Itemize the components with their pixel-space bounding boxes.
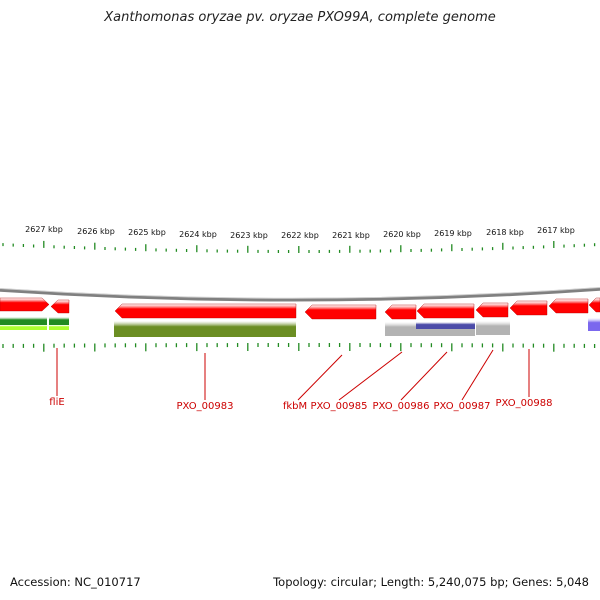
feature-track <box>0 297 600 337</box>
cds-arrow <box>50 299 70 314</box>
label-leader <box>297 354 343 401</box>
cds-arrow <box>509 300 548 316</box>
cds-arrow <box>114 303 297 319</box>
gene-bar <box>114 321 296 337</box>
gene-labels: fliE PXO_00983 fkbM PXO_00985 PXO_00986 PXO_0… <box>49 348 552 412</box>
map-title: Xanthomonas oryzae pv. oryzae PXO99A, co… <box>104 10 496 25</box>
gene-label: PXO_00988 <box>496 398 553 409</box>
accession-text: Accession: NC_010717 <box>10 575 141 589</box>
kbp-label: 2627 kbp <box>25 225 63 234</box>
kbp-label: 2624 kbp <box>179 230 217 239</box>
gene-bar <box>476 321 510 335</box>
kbp-label: 2626 kbp <box>77 227 115 236</box>
kbp-label: 2622 kbp <box>281 231 319 240</box>
label-leader <box>400 351 448 401</box>
kbp-label: 2619 kbp <box>434 229 472 238</box>
genome-backbone <box>0 287 600 302</box>
gene-bar <box>0 317 47 325</box>
cds-arrow <box>304 304 377 320</box>
kbp-label: 2625 kbp <box>128 228 166 237</box>
backbone-arc <box>0 287 600 302</box>
cds-arrow <box>548 298 589 314</box>
backbone-highlight <box>0 287 600 299</box>
gene-bar <box>49 317 69 325</box>
gene-label: PXO_00985 <box>311 401 368 412</box>
gene-label: PXO_00987 <box>434 401 491 412</box>
kbp-label: 2618 kbp <box>486 228 524 237</box>
label-leader <box>461 349 494 401</box>
cds-arrow <box>475 302 509 318</box>
gene-label: PXO_00986 <box>373 401 430 412</box>
kbp-label: 2623 kbp <box>230 231 268 240</box>
cds-arrow <box>384 304 417 320</box>
gene-label: fliE <box>49 397 64 408</box>
kbp-label: 2617 kbp <box>537 226 575 235</box>
kbp-label: 2621 kbp <box>332 231 370 240</box>
gene-bar <box>588 318 600 331</box>
kbp-label: 2620 kbp <box>383 230 421 239</box>
gene-label: fkbM <box>283 401 307 412</box>
label-leader <box>338 351 403 401</box>
kbp-ruler: 2627 kbp 2626 kbp 2625 kbp 2624 kbp 2623 kbp… <box>2 225 596 352</box>
gene-bar <box>416 322 475 329</box>
topology-summary: Topology: circular; Length: 5,240,075 bp… <box>273 575 589 589</box>
cds-arrow <box>416 303 475 319</box>
gene-bar <box>0 325 47 330</box>
cds-arrow <box>0 297 50 312</box>
cds-arrow <box>588 297 600 313</box>
gene-label: PXO_00983 <box>177 401 234 412</box>
gene-bar <box>49 325 69 330</box>
